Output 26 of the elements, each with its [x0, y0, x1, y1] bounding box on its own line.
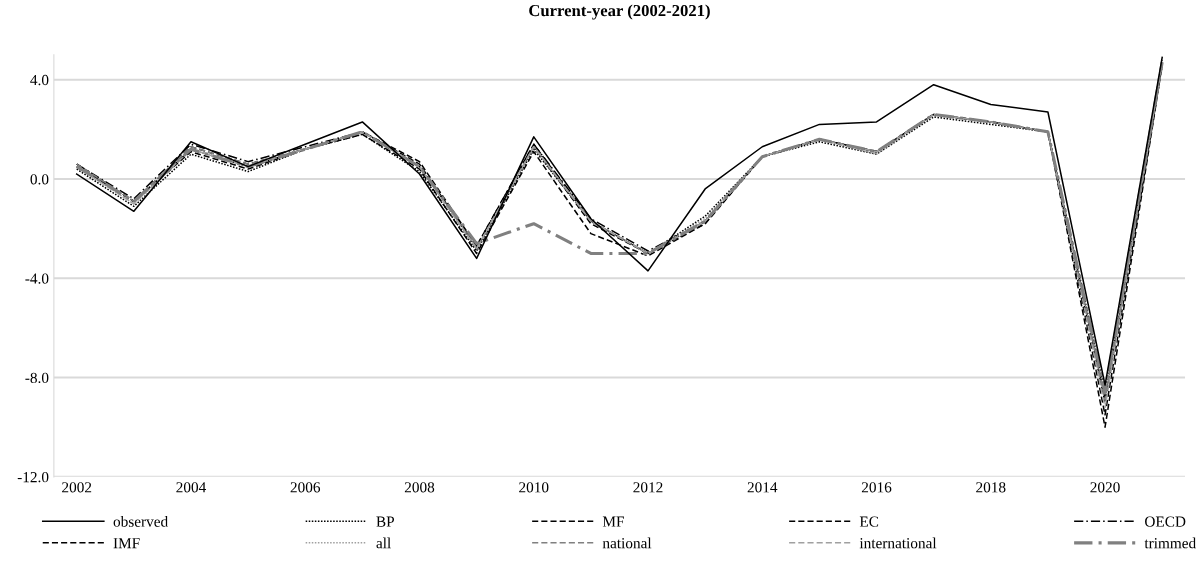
legend-label: all [376, 537, 391, 549]
legend-label: MF [602, 516, 624, 527]
legend-label: international [859, 537, 937, 549]
x-tick-label: 2010 [519, 482, 549, 493]
y-tick-label: -8.0 [25, 372, 49, 384]
legend-label: IMF [113, 538, 140, 549]
chart-title: Current-year (2002-2021) [529, 4, 710, 20]
legend-label: OECD [1145, 516, 1186, 527]
legend-label: national [602, 537, 652, 549]
x-tick-label: 2018 [976, 482, 1006, 493]
x-tick-label: 2004 [176, 482, 207, 493]
y-tick-label: 0.0 [30, 174, 49, 185]
x-tick-label: 2002 [62, 482, 92, 493]
x-tick-label: 2014 [747, 482, 778, 493]
y-tick-label: -12.0 [17, 471, 49, 483]
x-tick-label: 2008 [404, 482, 435, 493]
legend-label: observed [113, 516, 168, 527]
x-tick-label: 2006 [290, 482, 321, 493]
x-tick-label: 2012 [633, 482, 663, 493]
legend-label: BP [376, 516, 395, 527]
legend-label: EC [859, 516, 879, 527]
y-tick-label: 4.0 [30, 74, 49, 86]
y-tick-label: -4.0 [25, 273, 49, 284]
x-tick-label: 2020 [1090, 482, 1120, 493]
legend-label: trimmed [1144, 537, 1196, 549]
x-tick-label: 2016 [861, 482, 892, 493]
